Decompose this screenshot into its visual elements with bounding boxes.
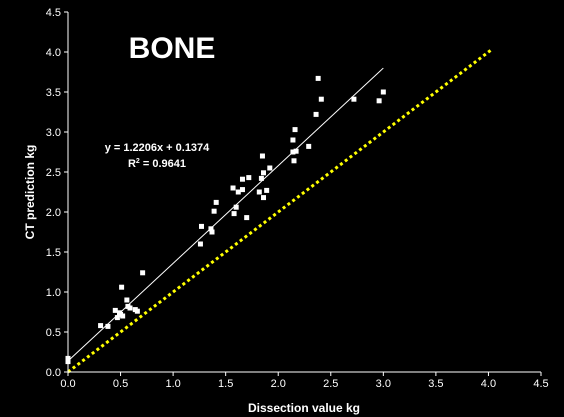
data-point — [198, 223, 204, 229]
data-point — [114, 315, 120, 321]
data-point — [259, 153, 265, 159]
y-tick-label: 4.5 — [46, 7, 61, 19]
data-point — [291, 158, 297, 164]
x-tick-label: 4.5 — [533, 378, 548, 390]
y-tick-label: 4.0 — [46, 47, 61, 59]
data-point — [318, 96, 324, 102]
identity-line-layer — [67, 49, 492, 374]
x-axis-title: Dissection value kg — [248, 401, 360, 415]
data-point — [292, 127, 298, 133]
data-point — [306, 143, 312, 149]
x-tick-label: 1.5 — [218, 378, 233, 390]
axes-layer — [64, 11, 542, 376]
y-tick-label: 3.0 — [46, 127, 61, 139]
x-tick-label: 2.5 — [323, 378, 338, 390]
y-tick-label: 0.5 — [46, 327, 61, 339]
trendline-equation: y = 1.2206x + 0.1374 — [105, 142, 210, 154]
y-tick-label: 2.5 — [46, 167, 61, 179]
data-point — [112, 307, 118, 313]
data-point — [264, 187, 270, 193]
y-axis-title: CT prediction kg — [23, 145, 37, 240]
data-point — [258, 175, 264, 181]
data-point — [208, 226, 214, 232]
data-point — [313, 111, 319, 117]
data-point — [261, 195, 267, 201]
data-point — [197, 241, 203, 247]
r-squared-exponent: 2 — [136, 158, 140, 165]
identity-line — [67, 49, 492, 374]
data-point — [119, 284, 125, 290]
x-tick-label: 3.5 — [428, 378, 443, 390]
y-tick-label: 0.0 — [46, 367, 61, 379]
data-point — [124, 297, 130, 303]
data-point — [267, 165, 273, 171]
data-point — [211, 208, 217, 214]
chart-title: BONE — [129, 32, 216, 65]
x-tick-label: 0.0 — [60, 378, 75, 390]
r-squared-value: = 0.9641 — [140, 158, 186, 170]
data-point — [293, 148, 299, 154]
x-tick-label: 4.0 — [481, 378, 496, 390]
y-tick-label: 1.5 — [46, 247, 61, 259]
data-point — [244, 215, 250, 221]
data-point — [209, 229, 215, 235]
data-point — [134, 308, 140, 314]
data-point — [256, 189, 262, 195]
data-point — [351, 96, 357, 102]
data-points-layer — [65, 75, 386, 365]
y-tick-label: 1.0 — [46, 287, 61, 299]
data-point — [261, 170, 267, 176]
data-point — [127, 305, 133, 311]
data-point — [380, 89, 386, 95]
x-tick-label: 2.0 — [271, 378, 286, 390]
y-tick-label: 3.5 — [46, 87, 61, 99]
r-squared-prefix: R — [128, 158, 136, 170]
data-point — [290, 137, 296, 143]
data-point — [315, 75, 321, 81]
data-point — [239, 187, 245, 193]
data-point — [376, 98, 382, 104]
data-point — [213, 199, 219, 205]
y-tick-label: 2.0 — [46, 207, 61, 219]
data-point — [105, 323, 111, 329]
data-point — [239, 176, 245, 182]
data-point — [290, 149, 296, 155]
data-point — [235, 189, 241, 195]
data-point — [140, 270, 146, 276]
r-squared-label: R2 = 0.9641 — [128, 158, 186, 170]
data-point — [120, 313, 126, 319]
data-point — [233, 204, 239, 210]
data-point — [231, 211, 237, 217]
x-tick-label: 3.0 — [376, 378, 391, 390]
x-tick-label: 1.0 — [165, 378, 180, 390]
tick-labels-layer: 0.0 0.5 1.0 1.5 2.0 2.5 3.0 3.5 4.0 4.5 0.0 0.5 1.0 1… — [46, 7, 549, 390]
x-tick-label: 0.5 — [113, 378, 128, 390]
data-point — [246, 175, 252, 181]
data-point — [98, 323, 104, 329]
data-point — [230, 185, 236, 191]
